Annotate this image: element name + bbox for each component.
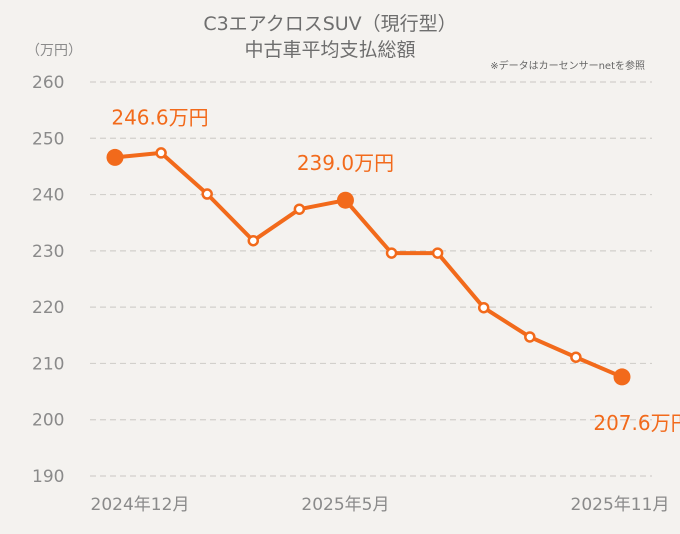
y-tick-label: 260 (32, 73, 64, 93)
x-tick-label: 2025年5月 (301, 495, 389, 515)
highlight-point (613, 368, 631, 386)
data-label: 207.6万円 (593, 411, 680, 435)
data-point (293, 203, 306, 215)
data-point (570, 351, 582, 363)
y-tick-label: 190 (32, 467, 64, 487)
y-tick-label: 250 (32, 129, 64, 149)
data-point (385, 247, 398, 259)
source-note: ※データはカーセンサーnetを参照 (490, 59, 645, 72)
series-line (114, 150, 623, 379)
y-tick-label: 230 (32, 242, 64, 262)
data-point (431, 247, 444, 259)
highlight-point (106, 148, 124, 166)
x-tick-label: 2025年11月 (571, 495, 670, 515)
y-axis-unit: （万円） (26, 43, 82, 59)
data-point (477, 301, 490, 314)
data-label: 246.6万円 (111, 105, 208, 129)
x-tick-label: 2024年12月 (91, 495, 190, 515)
highlight-point (336, 191, 354, 209)
data-label: 239.0万円 (297, 151, 394, 175)
y-tick-label: 200 (32, 411, 64, 431)
data-point (247, 234, 260, 247)
data-point (155, 147, 167, 159)
data-point (201, 188, 213, 200)
y-tick-label: 220 (32, 298, 64, 318)
y-tick-label: 240 (32, 186, 64, 206)
y-tick-label: 210 (32, 354, 64, 374)
data-point (524, 331, 536, 343)
chart-title: C3エアクロスSUV（現行型） (203, 13, 456, 35)
chart-subtitle: 中古車平均支払総額 (244, 39, 415, 61)
